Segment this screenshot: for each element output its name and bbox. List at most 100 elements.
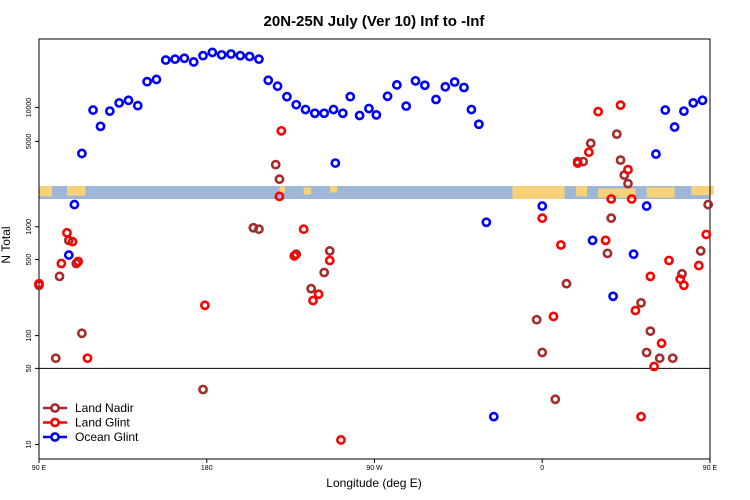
data-point [623,164,633,175]
data-point [274,174,285,185]
x-tick-label: 90 E [703,465,718,472]
legend-marker [50,403,60,413]
data-point [199,300,210,311]
data-point [82,353,93,364]
data-point [63,250,74,260]
data-point [606,213,617,224]
data-point [114,98,125,108]
y-tick-label: 500 [26,254,33,266]
land-patch [598,188,636,198]
land-patch [512,186,565,199]
data-point [76,328,87,339]
data-point [641,347,652,358]
data-point [401,101,412,112]
data-point [188,57,199,67]
data-point [602,248,613,259]
land-patch [646,187,675,198]
data-point [669,122,680,132]
data-point [645,271,656,282]
data-point [319,267,330,278]
data-point [73,256,84,267]
x-tick-label: 90 E [32,465,47,472]
data-point [611,129,622,140]
data-point [226,49,236,59]
data-point [300,104,311,115]
data-point [324,246,335,256]
data-point [641,201,652,211]
data-point [431,94,441,105]
data-point [364,103,374,114]
data-point [615,100,626,111]
y-tick-label: 10 [26,440,33,448]
data-point [693,260,704,271]
data-point [410,75,421,86]
data-point [330,158,341,168]
data-point [419,80,430,91]
data-point [630,305,641,316]
data-point [270,159,281,170]
data-point [654,353,665,364]
data-point [572,158,583,168]
data-point [697,95,708,106]
data-point [561,278,572,289]
data-point [62,227,72,238]
land-patch [691,186,714,196]
data-point [309,108,320,119]
x-tick-label: 0 [540,465,544,472]
data-point [50,353,61,364]
y-tick-label: 1000 [26,219,33,235]
data-point [481,217,492,228]
x-tick-label: 90 W [366,465,383,472]
data-point [276,125,287,136]
data-point [664,255,674,266]
data-point [585,138,596,149]
data-point [254,54,264,65]
data-point [354,110,365,121]
data-point [291,99,302,110]
data-point [623,178,633,189]
data-point [466,104,477,115]
legend-marker [50,417,60,428]
data-point [289,251,300,261]
data-point [281,91,292,102]
data-point [272,81,283,92]
data-point [391,80,402,90]
data-point [606,194,617,204]
data-point [56,258,67,269]
y-tick-label: 10000 [26,98,33,118]
legend-marker [50,432,60,442]
data-point [274,191,285,202]
data-point [548,311,559,322]
data-point [328,104,339,115]
data-point [319,108,330,119]
data-point [345,91,356,102]
data-point [587,235,598,246]
y-tick-label: 50 [26,364,33,372]
chart-title: 20N-25N July (Ver 10) Inf to -Inf [264,13,486,30]
data-point [636,411,646,422]
land-patch [303,187,312,195]
legend-label: Ocean Glint [75,430,139,444]
data-point [488,411,499,422]
data-point [593,106,604,117]
data-point [583,147,594,158]
data-point [244,51,255,62]
data-point [313,289,324,300]
data-point [179,53,190,64]
land-patch [39,186,53,197]
land-patch [329,186,338,193]
data-point [104,106,115,116]
data-point [69,199,80,210]
data-point [531,314,542,325]
data-point [336,435,346,445]
data-point [170,54,180,65]
data-point [701,229,712,240]
data-point [235,50,246,61]
data-point [67,236,78,247]
y-tick-label: 5000 [26,133,33,149]
data-point [651,149,661,159]
data-point [679,106,689,116]
data-point [645,326,656,337]
data-point [537,213,548,224]
land-patch [575,186,587,197]
